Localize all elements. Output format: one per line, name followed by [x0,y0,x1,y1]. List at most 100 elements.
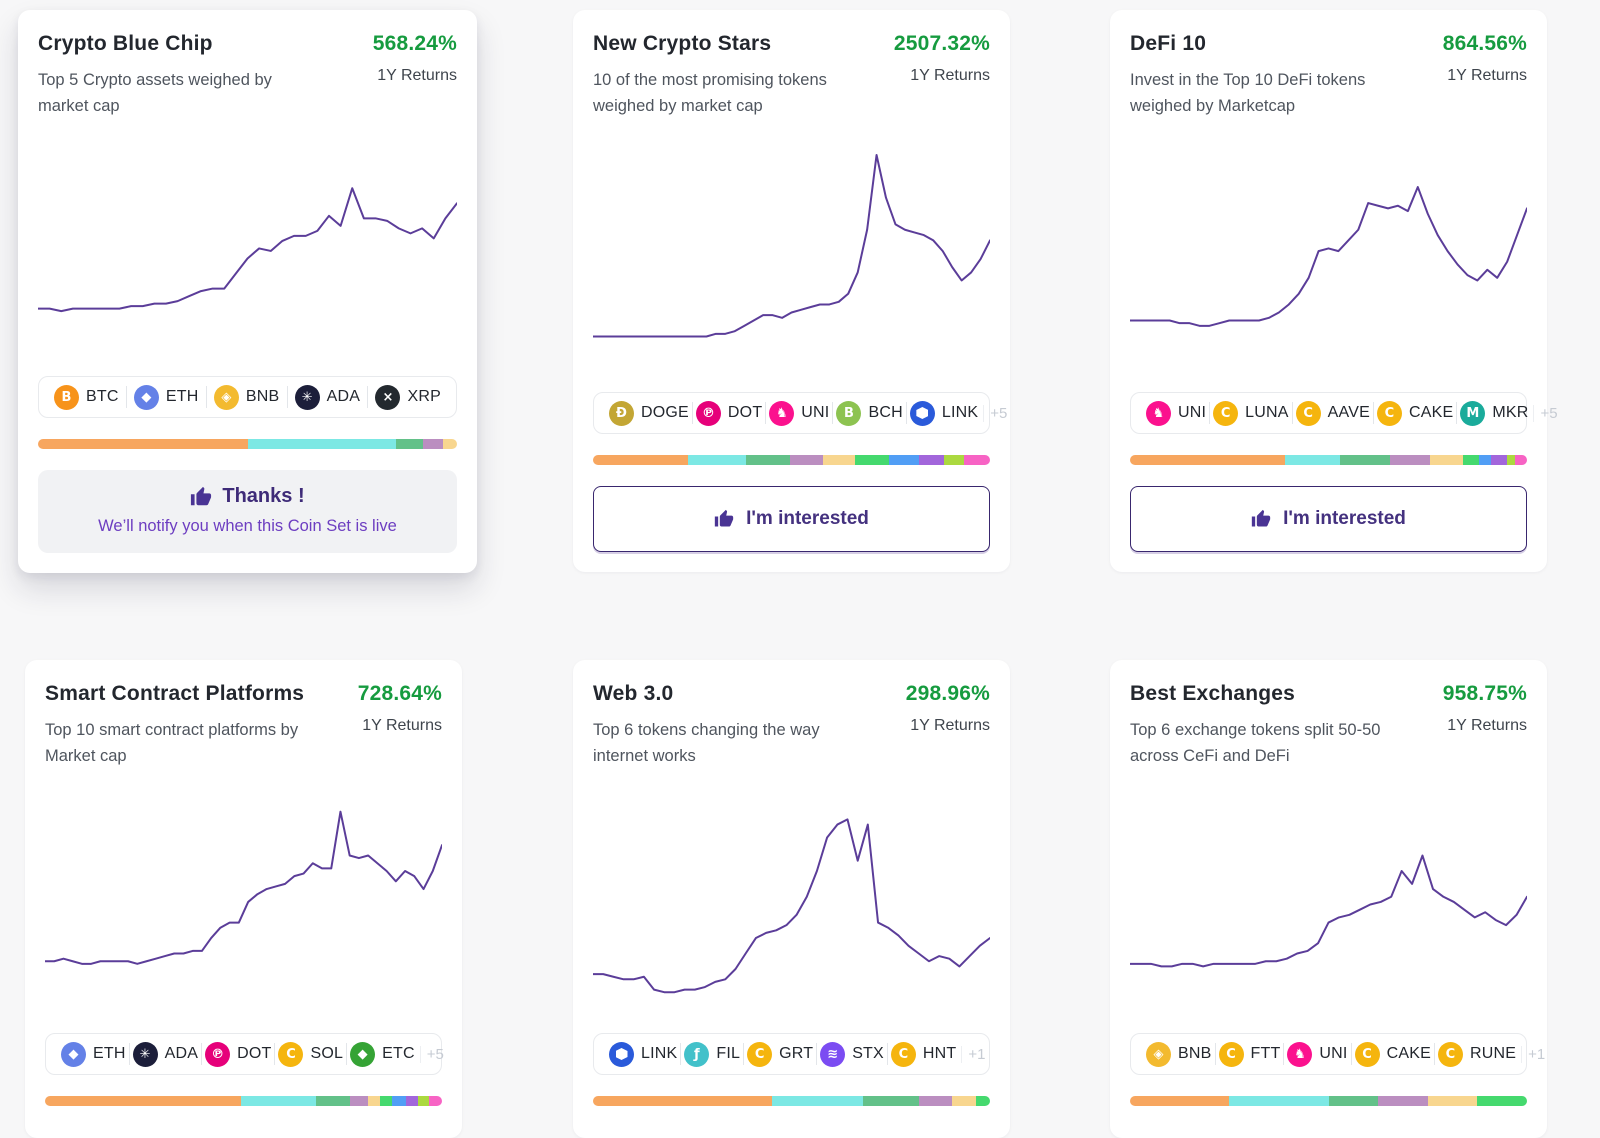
uni-icon: ♞ [1146,400,1171,426]
coinset-card-new-crypto-stars[interactable]: New Crypto Stars 10 of the most promisin… [573,10,1010,572]
returns-label: 1Y Returns [362,717,442,734]
coinset-card-crypto-blue-chip[interactable]: Crypto Blue Chip Top 5 Crypto assets wei… [18,10,477,573]
token-list: B BTC ◆ ETH ◈ BNB ✳ ADA × XRP [38,376,457,418]
token-chip-rune: C RUNE [1435,1041,1519,1067]
allocation-bar [593,1096,990,1106]
token-chip-luna: C LUNA [1210,400,1291,426]
token-chip-link: LINK [606,1041,680,1067]
allocation-segment [423,439,444,449]
token-ticker: XRP [407,388,441,405]
im-interested-label: I'm interested [746,508,869,529]
token-chip-stx: ≋ STX [817,1041,887,1067]
token-chip-ftt: C FTT [1216,1041,1284,1067]
thanks-title-text: Thanks ! [222,485,305,507]
coinset-card-web-3-0[interactable]: Web 3.0 Top 6 tokens changing the way in… [573,660,1010,1138]
dot-icon: ℗ [205,1041,231,1067]
allocation-segment [1284,455,1341,465]
allocation-segment [396,439,424,449]
token-chip-cake: C CAKE [1374,400,1456,426]
token-chip-eth: ◆ ETH [131,384,202,410]
card-description: Top 6 exchange tokens split 50-50 across… [1130,721,1381,765]
link-icon [909,400,935,426]
allocation-segment [428,1096,442,1106]
token-chip-uni: ♞ UNI [1143,400,1209,426]
token-ticker: UNI [1178,404,1207,421]
card-title: Best Exchanges [1130,682,1296,705]
returns-value: 864.56% [1442,32,1527,55]
token-chip-uni: ♞ UNI [1284,1041,1350,1067]
returns-value: 958.75% [1442,682,1527,705]
returns-label: 1Y Returns [1447,717,1527,734]
allocation-segment [855,455,889,465]
token-chip-dot: ℗ DOT [202,1041,274,1067]
token-chip-bnb: ◈ BNB [1143,1041,1215,1067]
im-interested-button[interactable]: I'm interested [593,486,990,552]
allocation-segment [918,1096,953,1106]
token-ticker: MKR [1492,404,1529,421]
ada-icon: ✳ [132,1041,158,1067]
token-ticker: BNB [1178,1045,1212,1062]
returns-value: 728.64% [357,682,442,705]
token-ticker: UNI [1319,1045,1348,1062]
card-description: Top 5 Crypto assets weighed by market ca… [38,71,272,115]
coinset-card-smart-contract-platforms[interactable]: Smart Contract Platforms Top 10 smart co… [25,660,462,1138]
aave-icon: C [1295,400,1321,426]
rune-icon: C [1437,1041,1463,1067]
allocation-segment [1507,455,1516,465]
card-title: DeFi 10 [1130,32,1207,55]
token-ticker: RUNE [1469,1045,1517,1062]
token-chip-xrp: × XRP [372,384,444,410]
token-ticker: DOT [727,404,763,421]
allocation-segment [1130,455,1285,465]
thanks-message: Thanks ! We’ll notify you when this Coin… [38,470,457,553]
token-list: LINK ƒ FIL C GRT ≋ STX C HNT +1 [593,1033,990,1075]
token-ticker: HNT [922,1045,957,1062]
coinset-card-best-exchanges[interactable]: Best Exchanges Top 6 exchange tokens spl… [1110,660,1547,1138]
performance-sparkline [45,773,442,1031]
im-interested-button[interactable]: I'm interested [1130,486,1527,552]
allocation-segment [316,1096,351,1106]
token-ticker: BNB [245,388,280,405]
token-chip-ada: ✳ ADA [130,1041,202,1067]
dot-icon: ℗ [695,400,721,426]
allocation-segment [1340,455,1391,465]
token-ticker: CAKE [1386,1045,1431,1062]
card-description: Invest in the Top 10 DeFi tokens weighed… [1130,71,1366,115]
bch-icon: B [836,400,862,426]
token-ticker: SOL [310,1045,344,1062]
doge-icon: Đ [609,400,634,426]
performance-sparkline [1130,773,1527,1031]
coinset-card-defi-10[interactable]: DeFi 10 Invest in the Top 10 DeFi tokens… [1110,10,1558,572]
token-ticker: LINK [941,404,979,421]
allocation-segment [593,455,689,465]
thumbs-up-icon [191,486,212,505]
allocation-segment [380,1096,393,1106]
more-tokens-count: +5 [983,404,1007,422]
returns-label: 1Y Returns [910,717,990,734]
allocation-segment [888,455,919,465]
allocation-segment [1477,1096,1527,1106]
allocation-segment [771,1096,863,1106]
allocation-segment [1479,455,1492,465]
mkr-icon: M [1460,400,1486,426]
card-title: Smart Contract Platforms [45,682,305,705]
token-ticker: DOT [237,1045,272,1062]
allocation-segment [1429,455,1464,465]
cake-icon: C [1376,400,1402,426]
token-ticker: ETH [165,388,199,405]
token-ticker: GRT [779,1045,814,1062]
performance-sparkline [1130,123,1527,390]
returns-label: 1Y Returns [910,67,990,84]
token-ticker: LUNA [1245,404,1289,421]
allocation-segment [1229,1096,1329,1106]
token-chip-uni: ♞ UNI [766,400,832,426]
allocation-bar [45,1096,442,1106]
ftt-icon: C [1218,1041,1244,1067]
allocation-segment [789,455,824,465]
allocation-segment [443,439,457,449]
etc-icon: ◆ [350,1041,376,1067]
allocation-segment [918,455,945,465]
allocation-segment [823,455,856,465]
token-ticker: CAKE [1408,404,1454,421]
